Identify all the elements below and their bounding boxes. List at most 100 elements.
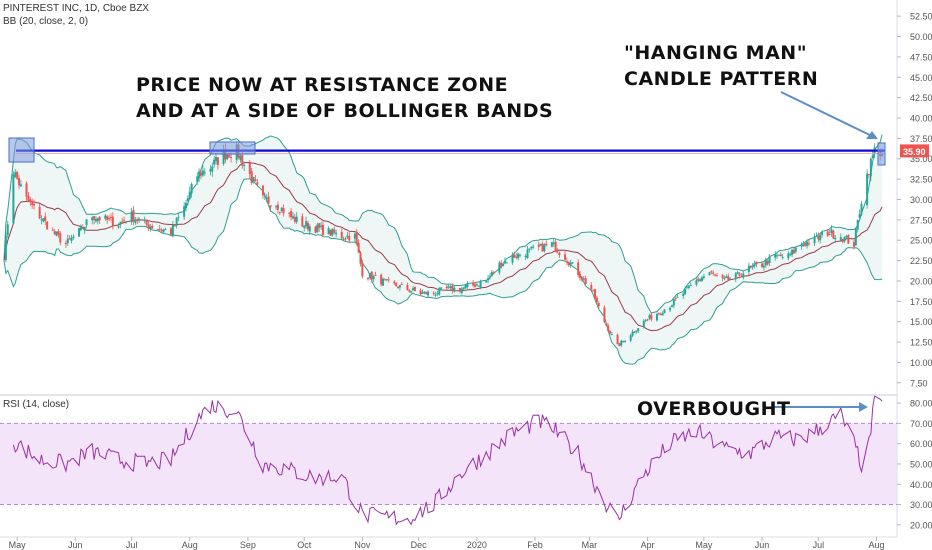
candle-body (40, 219, 43, 221)
candle-body (397, 286, 400, 288)
candle-body (117, 226, 120, 228)
candle-body (661, 313, 664, 316)
candle-body (695, 280, 698, 285)
candle-body (81, 227, 84, 229)
candle-body (556, 251, 559, 253)
candle-body (160, 229, 163, 231)
candle-body (618, 343, 621, 346)
candle-body (813, 236, 816, 244)
price-tick-label: 22.50 (910, 256, 932, 266)
candle-body (4, 235, 7, 260)
candle-body (230, 157, 233, 159)
candle-body (594, 289, 597, 299)
rsi-tick-label: 80.00 (910, 399, 932, 409)
candle-body (353, 233, 356, 239)
candle-body (447, 286, 450, 288)
candle-body (624, 340, 627, 342)
candle-body (590, 285, 593, 290)
candle-body (777, 254, 780, 256)
candle-body (359, 252, 362, 264)
time-tick-label: 2020 (467, 540, 487, 550)
candle-body (702, 276, 705, 278)
candle-body (200, 173, 203, 176)
candle-body (477, 285, 480, 287)
rsi-tick-label: 50.00 (910, 459, 932, 469)
candle-body (380, 274, 383, 285)
candle-body (215, 156, 218, 162)
candle-body (83, 226, 86, 231)
candle-body (308, 226, 311, 232)
candle-body (804, 243, 807, 246)
candle-body (64, 242, 67, 245)
price-tick-label: 12.50 (910, 338, 932, 348)
candle-body (320, 225, 323, 227)
candle-body (145, 220, 148, 225)
price-tick-label: 52.50 (910, 12, 932, 22)
candle-body (14, 172, 17, 177)
price-tick-label: 45.00 (910, 73, 932, 83)
candle-body (605, 323, 608, 326)
candle-body (190, 183, 193, 194)
candle-body (427, 291, 430, 296)
candle-body (517, 253, 520, 259)
candle-body (815, 236, 818, 238)
rsi-tick-label: 20.00 (910, 520, 932, 530)
candle-body (147, 224, 150, 229)
candle-body (866, 173, 869, 206)
candle-body (699, 279, 702, 281)
candle-body (278, 212, 281, 214)
candle-body (854, 228, 857, 246)
candle-body (305, 221, 308, 227)
candle-body (280, 207, 283, 212)
candle-body (700, 277, 703, 281)
time-tick-label: Mar (582, 540, 598, 550)
candle-body (398, 285, 401, 288)
candle-body (132, 209, 135, 222)
candle-body (436, 293, 439, 295)
candle-body (762, 265, 765, 268)
candle-body (419, 290, 422, 295)
candle-body (751, 265, 754, 268)
bollinger-upper-band (3, 134, 883, 314)
candle-body (372, 276, 375, 280)
candle-body (723, 277, 726, 279)
candle-body (413, 286, 416, 292)
candle-body (532, 246, 535, 248)
candle-body (766, 261, 769, 265)
candle-body (685, 286, 688, 288)
resistance-zone-box-may (8, 137, 35, 163)
candle-body (637, 328, 640, 331)
candle-body (211, 166, 214, 172)
candle-body (550, 242, 553, 247)
candle-body (400, 283, 403, 285)
candle-body (119, 222, 122, 225)
candle-body (716, 275, 719, 277)
candle-body (712, 272, 715, 274)
candle-body (282, 208, 285, 214)
candle-body (342, 238, 345, 240)
candle-body (42, 218, 45, 222)
candle-body (151, 226, 154, 229)
candle-body (603, 307, 606, 323)
rsi-axis: 80.00 70.00 60.00 50.00 40.00 30.00 20.00 (897, 399, 932, 530)
candle-body (453, 288, 456, 292)
candle-body (169, 228, 172, 235)
bollinger-band-fill (4, 134, 883, 365)
candle-body (511, 254, 514, 263)
candle-body (357, 242, 360, 253)
candle-body (340, 231, 343, 239)
candle-body (541, 243, 544, 252)
candle-body (438, 288, 441, 295)
candle-body (458, 287, 461, 292)
candle-body (473, 284, 476, 287)
candle-body (291, 216, 294, 219)
price-tick-label: 25.00 (910, 236, 932, 246)
candle-body (25, 183, 28, 197)
candle-body (355, 231, 358, 244)
candle-body (714, 274, 717, 276)
candle-body (79, 225, 82, 230)
candle-body (672, 299, 675, 306)
candle-body (503, 260, 506, 264)
time-tick-label: Dec (411, 540, 428, 550)
candle-body (344, 238, 347, 240)
